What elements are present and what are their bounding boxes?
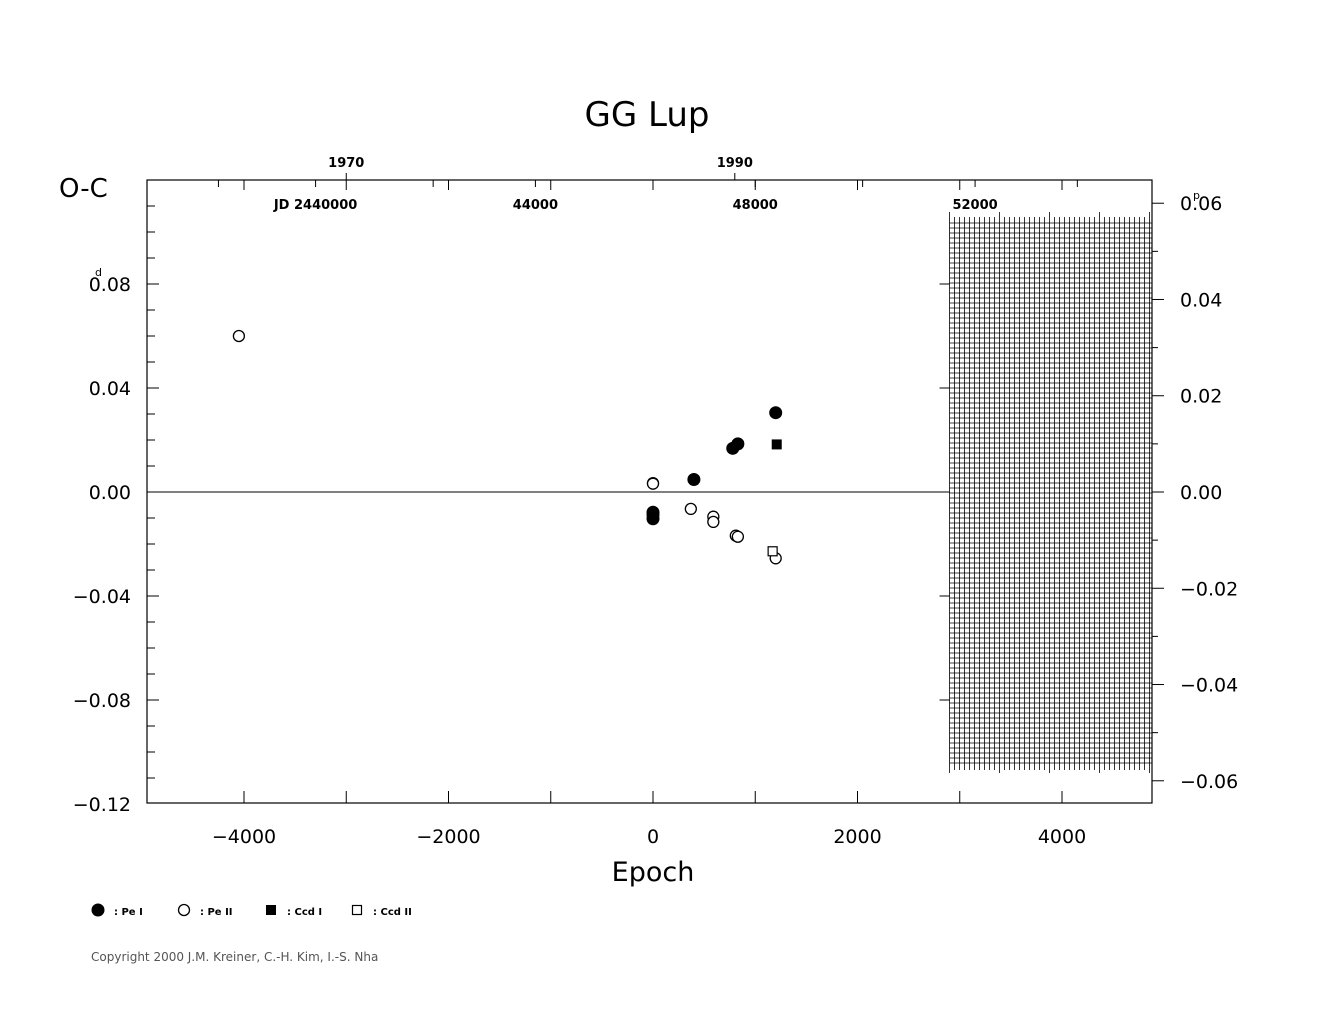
data-point (769, 406, 783, 420)
jd-tick-label: 48000 (733, 198, 778, 213)
x-tick-label: 2000 (833, 826, 881, 848)
right-tick-label: −0.06 (1180, 771, 1238, 793)
jd-tick-label: 52000 (952, 198, 997, 213)
y-axis-label: O-C (59, 174, 108, 204)
year-tick-label: 1970 (328, 156, 364, 171)
y-tick-label: 0.08 (89, 274, 131, 296)
data-point (687, 473, 701, 487)
axes: −4000 −2000 0 2000 4000 1970 1990 JD 2440000 440… (73, 156, 1238, 848)
legend-marker (91, 903, 105, 917)
future-hatch-region (949, 212, 1152, 773)
data-point (731, 437, 745, 451)
x-axis-label: Epoch (612, 857, 695, 888)
year-tick-label: 1990 (717, 156, 753, 171)
y-tick-label: −0.08 (73, 690, 131, 712)
data-point (731, 530, 745, 543)
x-tick-label: −4000 (212, 826, 276, 848)
x-tick-label: −2000 (416, 826, 480, 848)
data-point (232, 329, 246, 343)
x-tick-label: 4000 (1038, 826, 1086, 848)
y-tick-label: −0.04 (73, 586, 131, 608)
legend: : Pe I : Pe II : Ccd I : Ccd II (91, 903, 412, 918)
data-point (646, 512, 660, 526)
y-tick-label: 0.00 (89, 482, 131, 504)
right-tick-label: 0.02 (1180, 386, 1222, 408)
y-unit-label: d (95, 266, 102, 279)
legend-marker (177, 903, 191, 917)
legend-label: : Ccd II (373, 907, 412, 918)
x-tick-label: 0 (647, 826, 659, 848)
data-point (646, 477, 660, 490)
chart-title: GG Lup (585, 95, 710, 135)
jd-tick-label: JD 2440000 (273, 198, 357, 213)
right-tick-label: 0.00 (1180, 482, 1222, 504)
copyright-note: Copyright 2000 J.M. Kreiner, C.-H. Kim, … (91, 950, 378, 964)
data-point (684, 502, 697, 516)
jd-tick-label: 44000 (513, 198, 558, 213)
y-tick-label: 0.04 (89, 378, 131, 400)
legend-label: : Pe I (114, 907, 143, 918)
legend-label: : Ccd I (287, 907, 322, 918)
right-unit-label: p (1193, 189, 1200, 202)
legend-marker (351, 904, 363, 916)
legend-marker (266, 905, 276, 915)
y-tick-label: −0.12 (73, 794, 131, 816)
data-point (707, 515, 720, 529)
data-point (771, 439, 782, 450)
right-tick-label: −0.02 (1180, 578, 1238, 600)
right-tick-label: 0.06 (1180, 193, 1222, 215)
plot-frame (146, 179, 1153, 804)
right-tick-label: −0.04 (1180, 675, 1238, 697)
right-tick-label: 0.04 (1180, 289, 1222, 311)
legend-label: : Pe II (200, 907, 233, 918)
data-point (767, 546, 778, 557)
data-points (232, 329, 783, 565)
